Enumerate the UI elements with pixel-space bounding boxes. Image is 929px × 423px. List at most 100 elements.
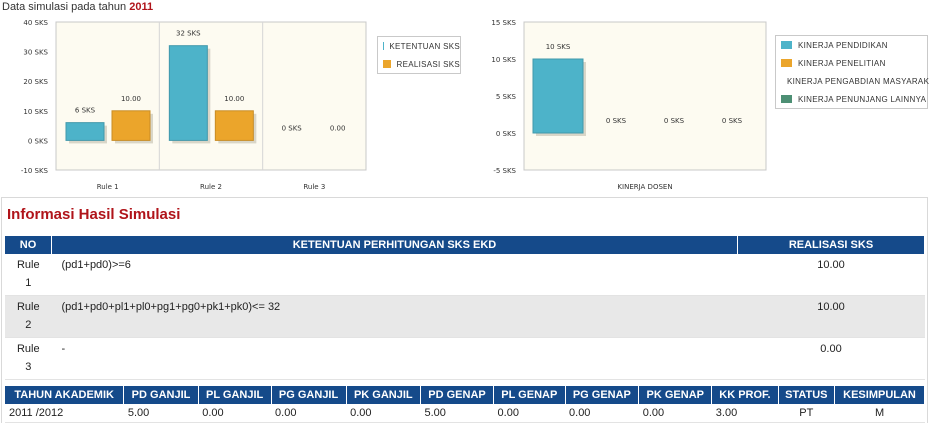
legend-swatch [781, 59, 792, 67]
rule-index: 2 [6, 316, 51, 334]
rule-realisasi: 0.00 [738, 338, 925, 380]
rule-expression: (pd1+pd0)>=6 [52, 254, 738, 296]
data-label: 32 SKS [176, 30, 201, 38]
legend-item-penelitian: KINERJA PENELITIAN [776, 54, 927, 72]
header-tahun-akademik: TAHUN AKADEMIK [5, 386, 124, 404]
rule-table-header: NO KETENTUAN PERHITUNGAN SKS EKD REALISA… [5, 236, 925, 254]
rule-expression: - [52, 338, 738, 380]
data-label: 0 SKS [664, 117, 685, 125]
rule-table: NO KETENTUAN PERHITUNGAN SKS EKD REALISA… [5, 236, 925, 380]
bar [215, 111, 253, 141]
header-status: STATUS [778, 386, 834, 404]
data-label: 10 SKS [546, 43, 571, 51]
intro-year: 2011 [129, 1, 153, 13]
intro-label: Data simulasi pada tahun [2, 1, 126, 13]
data-label: 0 SKS [722, 117, 743, 125]
legend-label: REALISASI SKS [397, 60, 460, 69]
legend-label: KETENTUAN SKS [389, 42, 460, 51]
cell-pk-ganjil: 0.00 [346, 404, 420, 423]
cell-pl-ganjil: 0.00 [198, 404, 271, 423]
rule-realisasi: 10.00 [738, 254, 925, 296]
rule-number: Rule 2 [5, 296, 52, 338]
legend-label: KINERJA PENGABDIAN MASYARAKAT [787, 77, 929, 86]
legend-item-realisasi: REALISASI SKS [378, 55, 460, 73]
bar [533, 59, 583, 133]
legend-swatch [781, 41, 792, 49]
y-tick-label: 15 SKS [491, 19, 516, 27]
cell-status: PT [778, 404, 834, 423]
x-tick-label: KINERJA DOSEN [617, 183, 672, 191]
data-label: 10.00 [121, 95, 141, 103]
header-realisasi: REALISASI SKS [738, 236, 925, 254]
summary-header: TAHUN AKADEMIK PD GANJIL PL GANJIL PG GA… [5, 386, 925, 404]
cell-pk-genap: 0.00 [639, 404, 712, 423]
bar [66, 123, 104, 141]
rule-realisasi: 10.00 [738, 296, 925, 338]
cell-kesimpulan: M [835, 404, 925, 423]
info-panel: Informasi Hasil Simulasi NO KETENTUAN PE… [1, 197, 928, 423]
cell-pl-genap: 0.00 [494, 404, 565, 423]
header-pg-ganjil: PG GANJIL [271, 386, 346, 404]
header-no: NO [5, 236, 52, 254]
header-pk-ganjil: PK GANJIL [346, 386, 420, 404]
legend-swatch [781, 95, 792, 103]
y-tick-label: 20 SKS [23, 78, 48, 86]
rule-number: Rule 3 [5, 338, 52, 380]
data-label: 6 SKS [75, 107, 96, 115]
legend-label: KINERJA PENDIDIKAN [798, 41, 888, 50]
bar [169, 46, 207, 141]
header-kesimpulan: KESIMPULAN [835, 386, 925, 404]
rule-chart-plot-area [56, 22, 366, 170]
data-label: 10.00 [224, 95, 244, 103]
cell-tahun-akademik: 2011 /2012 [5, 404, 124, 423]
rule-word: Rule [6, 256, 51, 274]
header-pg-genap: PG GENAP [565, 386, 639, 404]
table-row: 2011 /2012 5.00 0.00 0.00 0.00 5.00 0.00… [5, 404, 925, 423]
header-pl-genap: PL GENAP [494, 386, 565, 404]
table-row: Rule 1 (pd1+pd0)>=6 10.00 [5, 254, 925, 296]
cell-pd-genap: 5.00 [421, 404, 494, 423]
info-title: Informasi Hasil Simulasi [7, 206, 180, 223]
legend-item-penunjang: KINERJA PENUNJANG LAINNYA [776, 90, 927, 108]
header-pd-ganjil: PD GANJIL [124, 386, 198, 404]
legend-swatch [383, 60, 391, 68]
data-label: 0 SKS [606, 117, 627, 125]
table-row: Rule 3 - 0.00 [5, 338, 925, 380]
rule-index: 3 [6, 358, 51, 376]
legend-item-pengabdian: KINERJA PENGABDIAN MASYARAKAT [776, 72, 927, 90]
cell-pg-ganjil: 0.00 [271, 404, 346, 423]
rule-word: Rule [6, 340, 51, 358]
rule-word: Rule [6, 298, 51, 316]
rule-chart: 40 SKS 30 SKS 20 SKS 10 SKS 0 SKS -10 SKS 6 S… [0, 16, 370, 196]
cell-pg-genap: 0.00 [565, 404, 639, 423]
header-pl-ganjil: PL GANJIL [198, 386, 271, 404]
y-tick-label: 0 SKS [496, 130, 517, 138]
kinerja-chart-legend: KINERJA PENDIDIKAN KINERJA PENELITIAN KI… [775, 35, 928, 109]
cell-pd-ganjil: 5.00 [124, 404, 198, 423]
y-tick-label: -5 SKS [493, 167, 516, 175]
cell-kk-prof: 3.00 [712, 404, 778, 423]
data-label: 0.00 [330, 124, 346, 132]
y-tick-label: -10 SKS [21, 167, 49, 175]
rule-expression: (pd1+pd0+pl1+pl0+pg1+pg0+pk1+pk0)<= 32 [52, 296, 738, 338]
header-rule: KETENTUAN PERHITUNGAN SKS EKD [52, 236, 738, 254]
intro-text: Data simulasi pada tahun 2011 [2, 1, 153, 13]
legend-label: KINERJA PENELITIAN [798, 59, 886, 68]
y-tick-label: 5 SKS [496, 93, 517, 101]
x-tick-label: Rule 1 [97, 183, 119, 191]
table-row: Rule 2 (pd1+pd0+pl1+pl0+pg1+pg0+pk1+pk0)… [5, 296, 925, 338]
y-tick-label: 10 SKS [23, 108, 48, 116]
legend-label: KINERJA PENUNJANG LAINNYA [798, 95, 926, 104]
header-pd-genap: PD GENAP [421, 386, 494, 404]
rule-chart-legend: KETENTUAN SKS REALISASI SKS [377, 36, 461, 74]
summary-table: TAHUN AKADEMIK PD GANJIL PL GANJIL PG GA… [5, 386, 925, 423]
header-pk-genap: PK GENAP [639, 386, 712, 404]
y-tick-label: 30 SKS [23, 49, 48, 57]
rule-index: 1 [6, 274, 51, 292]
y-tick-label: 40 SKS [23, 19, 48, 27]
legend-item-ketentuan: KETENTUAN SKS [378, 37, 460, 55]
y-tick-label: 0 SKS [28, 137, 49, 145]
header-kk-prof: KK PROF. [712, 386, 778, 404]
bar [112, 111, 150, 141]
